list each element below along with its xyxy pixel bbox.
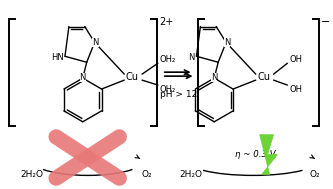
Text: O₂: O₂	[142, 170, 152, 179]
Text: O₂: O₂	[310, 170, 320, 179]
Text: OH₂: OH₂	[160, 55, 176, 64]
Text: N: N	[211, 73, 217, 82]
Text: η ~ 0.3 V: η ~ 0.3 V	[235, 150, 276, 159]
Text: 2H₂O: 2H₂O	[179, 170, 202, 179]
Text: N: N	[93, 38, 99, 47]
Text: HN: HN	[51, 53, 63, 62]
Text: N: N	[188, 53, 195, 62]
Text: −: −	[321, 17, 330, 27]
Text: N: N	[224, 38, 230, 47]
Text: N: N	[80, 73, 86, 82]
Text: Cu: Cu	[257, 72, 270, 82]
Text: Cu: Cu	[126, 72, 139, 82]
Text: pH > 12: pH > 12	[160, 90, 197, 99]
Polygon shape	[260, 135, 277, 174]
Text: OH: OH	[290, 55, 303, 64]
Text: 2H₂O: 2H₂O	[21, 170, 44, 179]
Text: OH₂: OH₂	[160, 84, 176, 94]
Text: 2+: 2+	[159, 17, 173, 27]
Text: OH: OH	[290, 84, 303, 94]
